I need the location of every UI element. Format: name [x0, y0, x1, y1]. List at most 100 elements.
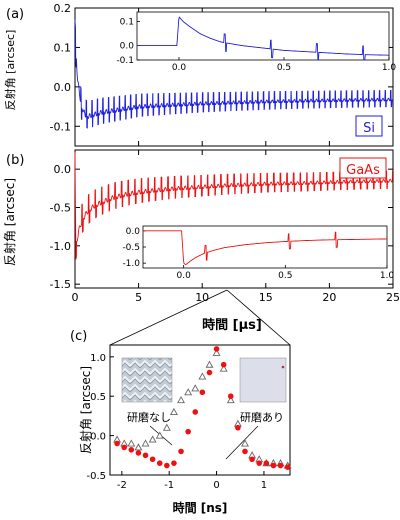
y-tick-label-a-2: 0.0 — [54, 81, 72, 94]
point-unpolished-9 — [177, 396, 186, 404]
point-polished-18 — [242, 448, 248, 455]
legend-box-b — [339, 157, 387, 179]
inset-x-tick-label-a-0: 0.0 — [172, 63, 187, 73]
y-tick-label-c-0: 1.0 — [90, 353, 106, 364]
legend-a: Si — [363, 121, 375, 136]
x-tick-label-c-3: 1 — [261, 480, 267, 491]
inset-y-tick-label-a-2: -0.1 — [116, 56, 134, 66]
point-polished-14 — [213, 346, 220, 352]
point-polished-23 — [277, 462, 284, 469]
y-tick-label-c-1: 0.5 — [90, 392, 106, 403]
point-unpolished-16 — [226, 396, 235, 404]
inset-b-ticks: 0.0 0.5 1.0 0.0 -0.5 -1.0 — [122, 227, 394, 281]
inset-x-tick-label-b-0: 0.0 — [177, 271, 192, 281]
point-unpolished-3 — [134, 443, 143, 451]
point-unpolished-10 — [184, 388, 193, 396]
point-polished-21 — [263, 460, 270, 466]
x-tick-label-b-4: 20 — [322, 291, 336, 304]
y-tick-label-c-3: -0.5 — [86, 471, 106, 482]
point-unpolished-12 — [198, 372, 207, 380]
point-unpolished-13 — [205, 360, 214, 368]
x-axis-title-c: 時間 [ns] — [173, 500, 228, 515]
polished-surface-photo — [239, 357, 287, 403]
inset-b-series — [143, 230, 387, 266]
point-unpolished-5 — [148, 435, 157, 443]
point-unpolished-7 — [162, 423, 171, 431]
x-tick-label-b-0: 0 — [72, 291, 79, 304]
inset-x-tick-label-a-1: 0.5 — [277, 63, 291, 73]
point-polished-17 — [235, 424, 241, 431]
inset-x-tick-label-b-2: 1.0 — [380, 271, 395, 281]
point-unpolished-6 — [155, 431, 164, 439]
point-polished-19 — [249, 456, 255, 463]
point-unpolished-18 — [241, 439, 249, 447]
point-polished-13 — [206, 369, 213, 376]
inset-frame-a — [136, 11, 390, 61]
series-a — [74, 19, 394, 129]
inset-y-tick-label-a-1: 0.0 — [120, 42, 135, 52]
plot-frame-a — [74, 7, 394, 147]
point-unpolished-2 — [127, 439, 136, 447]
zoom-line-right — [226, 289, 291, 346]
point-polished-1 — [121, 444, 128, 451]
point-polished-8 — [171, 460, 177, 466]
pointer-polished — [225, 425, 259, 460]
x-tick-label-b-2: 10 — [195, 291, 209, 304]
point-polished-9 — [178, 448, 184, 455]
x-tick-label-c-0: -2 — [117, 480, 127, 491]
point-unpolished-14 — [212, 348, 221, 356]
inset-y-tick-label-b-0: 0.0 — [126, 227, 141, 237]
y-tick-label-b-2: -1.0 — [50, 240, 71, 253]
y-tick-label-b-0: 0.0 — [54, 163, 72, 176]
y-tick-label-a-1: 0.1 — [54, 41, 72, 54]
inset-y-tick-label-b-1: -0.5 — [122, 243, 140, 253]
point-polished-20 — [256, 460, 263, 466]
y-tick-label-a-0: 0.2 — [54, 2, 72, 15]
legend-box-a — [355, 115, 383, 137]
y-axis-title-a: 反射角 [arcsec] — [3, 30, 17, 111]
point-polished-4 — [142, 452, 149, 459]
series-line-a-0 — [74, 19, 394, 129]
panel-b: (b) 反射角 [arcsec] 0.0 -0.5 -1.0 -1.50 5 10 15 20… — [2, 149, 400, 333]
x-tick-label-c-1: -1 — [164, 480, 174, 491]
panel-a: (a) 反射角 [arcsec] 0.2 0.1 0.0 -0.1 0.0 0.5 1.0… — [3, 2, 396, 147]
y-tick-label-a-3: -0.1 — [50, 120, 71, 133]
point-unpolished-11 — [191, 384, 200, 392]
y-tick-label-b-1: -0.5 — [50, 202, 71, 215]
ticks-b: 0.0 -0.5 -1.0 -1.50 5 10 15 20 25 — [50, 150, 400, 304]
point-polished-0 — [114, 440, 120, 447]
point-polished-24 — [284, 464, 291, 470]
point-polished-12 — [199, 389, 206, 396]
inset-y-tick-label-b-2: -1.0 — [122, 259, 140, 269]
y-tick-label-c-2: 0.0 — [90, 432, 106, 443]
inset-a-ticks: 0.0 0.5 1.0 0.1 0.0 -0.1 — [116, 18, 396, 73]
point-polished-3 — [135, 450, 142, 456]
x-tick-label-c-2: 0 — [213, 480, 219, 491]
point-polished-2 — [128, 446, 135, 453]
zoom-line-left — [109, 289, 228, 346]
point-polished-5 — [149, 456, 156, 463]
inset-y-tick-label-a-0: 0.1 — [120, 18, 134, 28]
inset-x-tick-label-a-2: 1.0 — [382, 63, 397, 73]
inset-a-series — [137, 16, 389, 61]
x-tick-label-b-3: 15 — [259, 291, 273, 304]
y-axis-title-c: 反射角 [arcsec] — [78, 366, 93, 454]
point-unpolished-4 — [141, 439, 150, 447]
point-unpolished-8 — [169, 407, 178, 415]
panel-label-c: (c) — [70, 329, 87, 344]
point-polished-22 — [270, 462, 277, 469]
point-unpolished-15 — [219, 364, 228, 372]
unpolished-surface-photo — [121, 357, 173, 403]
legend-b: GaAs — [346, 163, 380, 178]
label-unpolished: 研磨なし — [127, 411, 171, 424]
panel-c: (c) 反射角 [arcsec] 1.0 0.5 0.0 -0.5 -2 -1 0 1 研磨な… — [70, 329, 292, 515]
inset-a: 0.0 0.5 1.0 0.1 0.0 -0.1 — [116, 11, 396, 73]
plot-frame-c — [109, 344, 291, 476]
plot-frame-b — [74, 149, 394, 289]
x-tick-label-b-1: 5 — [135, 291, 142, 304]
point-polished-15 — [220, 361, 227, 368]
ticks-c: 1.0 0.5 0.0 -0.5 -2 -1 0 1 — [86, 353, 267, 491]
y-axis-title-b: 反射角 [arcsec] — [2, 178, 17, 266]
x-axis-title-b: 時間 [μs] — [202, 317, 262, 333]
